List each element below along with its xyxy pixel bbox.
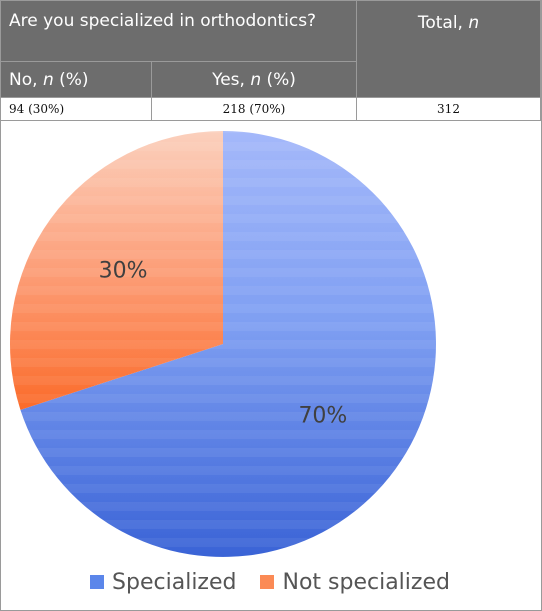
total-label-text: Total, xyxy=(417,13,463,33)
legend-item-specialized: Specialized xyxy=(90,570,236,595)
legend-label-not-specialized: Not specialized xyxy=(282,569,450,595)
yes-pct-text: (%) xyxy=(266,69,296,90)
pie-chart: 70% 30% xyxy=(9,130,436,557)
no-pct-text: (%) xyxy=(59,69,89,90)
pie-data-labels: 70% 30% xyxy=(99,258,348,428)
data-label-specialized: 70% xyxy=(298,404,347,429)
legend-swatch-specialized xyxy=(90,575,105,589)
no-value-cell: 94 (30%) xyxy=(0,97,152,121)
total-value-cell: 312 xyxy=(356,97,541,121)
pie-slice-banding-not-specialized xyxy=(9,130,223,410)
yes-value-cell: 218 (70%) xyxy=(151,97,357,121)
chart-legend: Specialized Not specialized xyxy=(0,562,540,602)
no-var-text: n xyxy=(42,69,54,90)
pie-slice-banding-specialized xyxy=(20,131,436,557)
survey-table: Are you specialized in orthodontics? Tot… xyxy=(0,0,541,121)
total-header-cell: Total, n xyxy=(356,0,541,98)
total-header-label: Total, n xyxy=(357,1,540,33)
pie-slices xyxy=(9,130,436,557)
yes-label-text: Yes, xyxy=(212,69,245,90)
data-label-not-specialized: 30% xyxy=(99,258,148,283)
legend-item-not-specialized: Not specialized xyxy=(260,569,450,595)
no-label-text: No, xyxy=(9,69,38,90)
yes-header-cell: Yes, n (%) xyxy=(151,61,357,98)
legend-label-specialized: Specialized xyxy=(112,569,237,595)
legend-swatch-not-specialized xyxy=(260,575,275,589)
yes-var-text: n xyxy=(250,69,262,90)
total-var-text: n xyxy=(468,13,480,33)
question-header-cell: Are you specialized in orthodontics? xyxy=(0,0,357,62)
no-header-cell: No, n (%) xyxy=(0,61,152,98)
question-text: Are you specialized in orthodontics? xyxy=(9,11,317,31)
